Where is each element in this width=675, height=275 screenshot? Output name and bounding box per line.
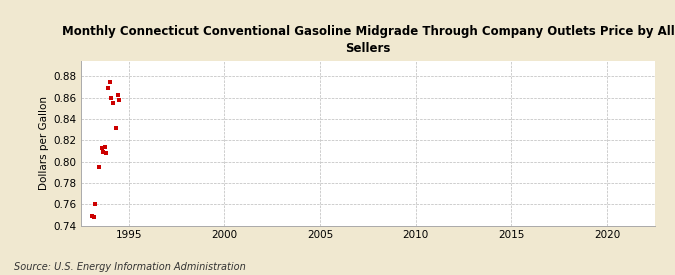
Point — [99, 145, 110, 149]
Point — [88, 215, 99, 219]
Point — [114, 98, 125, 102]
Point — [112, 92, 123, 97]
Point — [104, 79, 115, 84]
Point — [111, 125, 122, 130]
Text: Source: U.S. Energy Information Administration: Source: U.S. Energy Information Administ… — [14, 262, 245, 272]
Point — [97, 145, 107, 150]
Point — [101, 151, 112, 155]
Point — [90, 202, 101, 207]
Y-axis label: Dollars per Gallon: Dollars per Gallon — [39, 96, 49, 190]
Point — [86, 214, 97, 218]
Point — [93, 165, 104, 169]
Point — [106, 95, 117, 100]
Title: Monthly Connecticut Conventional Gasoline Midgrade Through Company Outlets Price: Monthly Connecticut Conventional Gasolin… — [61, 25, 674, 55]
Point — [98, 150, 109, 154]
Point — [103, 86, 113, 90]
Point — [107, 101, 118, 105]
